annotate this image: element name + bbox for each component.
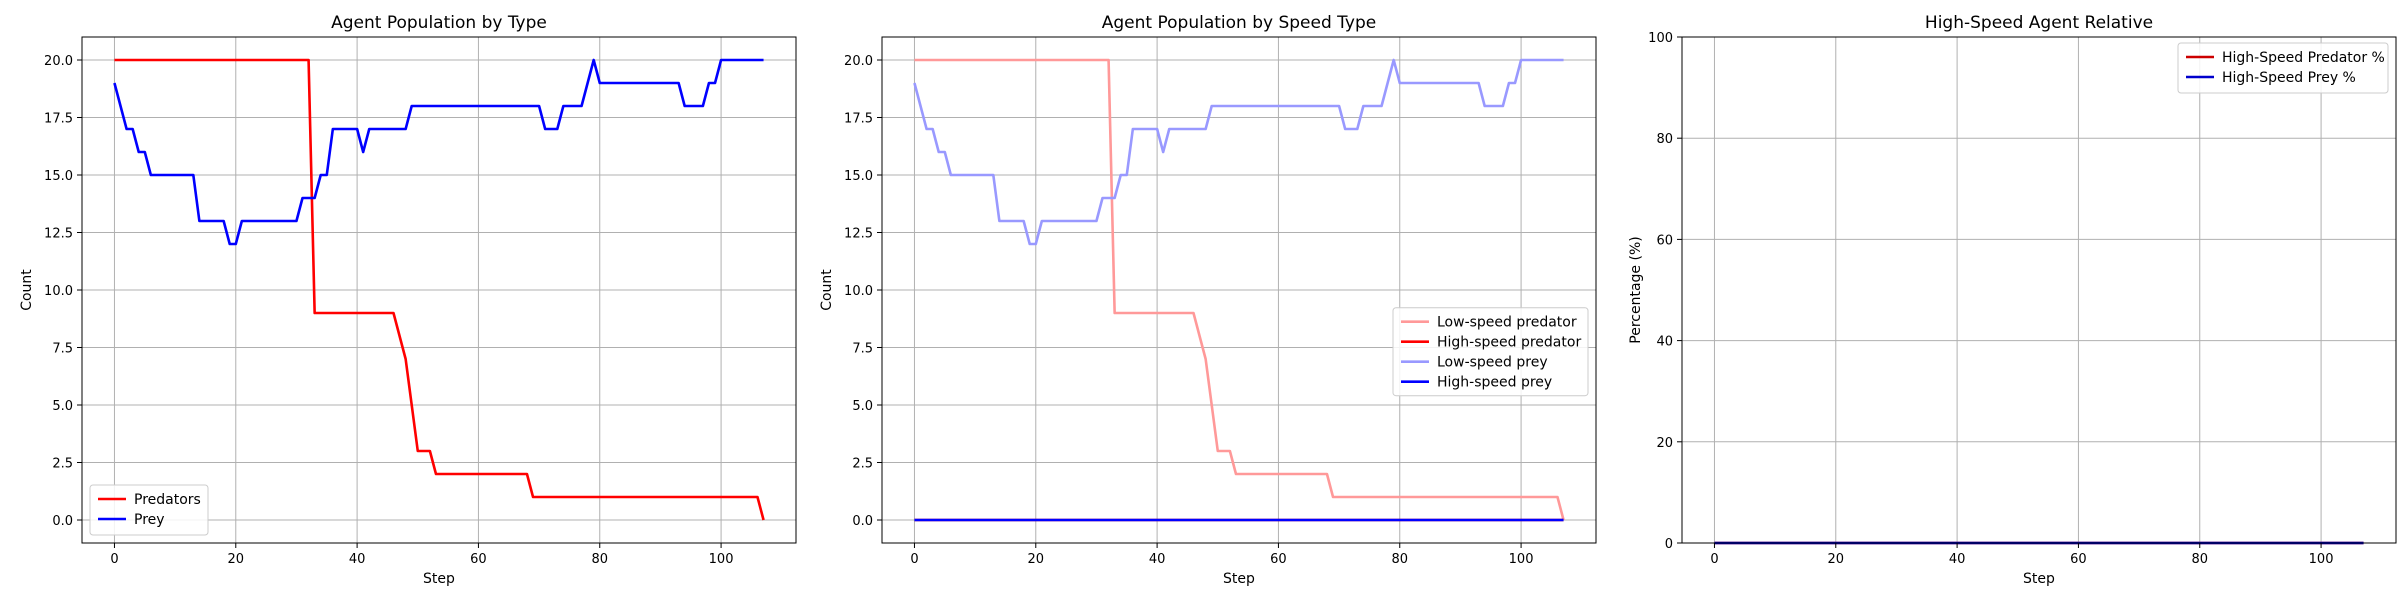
y-axis-label: Count [19,269,35,311]
y-axis: 0 20 40 60 80 100 [1648,31,1682,552]
x-tick-label: 40 [349,552,366,567]
x-tick-label: 100 [2309,552,2334,567]
x-tick-label: 80 [1391,552,1408,567]
x-tick-label: 80 [591,552,608,567]
y-axis-label: Percentage (%) [1628,236,1644,343]
x-tick-label: 60 [470,552,487,567]
x-axis: 0 20 40 60 80 100 [910,543,1533,567]
y-tick-label: 60 [1656,233,1673,248]
series-line-1 [914,58,1565,521]
grid-lines [82,37,796,543]
chart-title: High-Speed Agent Relative [1925,13,2153,33]
y-tick-label: 17.5 [844,112,873,127]
legend: Predators Prey [89,484,209,536]
y-tick-label: 80 [1656,132,1673,147]
legend-label-3: Low-speed prey [1437,355,1548,371]
legend-label-1: Predators [134,492,201,508]
y-tick-label: 10.0 [44,284,73,299]
y-tick-label: 12.5 [44,227,73,242]
chart-title: Agent Population by Type [331,13,547,33]
chart-title: Agent Population by Speed Type [1102,13,1376,33]
x-axis-label: Step [1223,571,1255,587]
y-tick-label: 0 [1665,537,1673,552]
x-axis-label: Step [423,571,455,587]
x-tick-label: 60 [1270,552,1287,567]
y-tick-label: 15.0 [44,169,73,184]
legend-frame [1392,307,1589,397]
series-line-3 [913,58,1564,246]
x-axis: 0 20 40 60 80 100 [110,543,733,567]
y-tick-label: 12.5 [844,227,873,242]
x-tick-label: 20 [228,552,245,567]
series-group [913,58,1565,522]
y-tick-label: 5.0 [52,399,73,414]
x-tick-label: 40 [1949,552,1966,567]
chart-panel-2: 0 20 40 60 80 100 0.0 2.5 5.0 7.5 10.0 12.5 15.0 17.5… [819,13,1597,587]
x-tick-label: 0 [110,552,118,567]
x-axis: 0 20 40 60 80 100 [1710,543,2333,567]
legend-label-2: High-speed predator [1437,335,1581,351]
x-tick-label: 100 [709,552,734,567]
series-line-1 [114,58,765,521]
x-tick-label: 60 [2070,552,2087,567]
legend-label-4: High-speed prey [1437,375,1552,391]
y-tick-label: 0.0 [852,514,873,529]
y-axis: 0.0 2.5 5.0 7.5 10.0 12.5 15.0 17.5 20.0 [44,54,82,529]
x-tick-label: 0 [910,552,918,567]
y-axis: 0.0 2.5 5.0 7.5 10.0 12.5 15.0 17.5 20.0 [844,54,882,529]
legend-label-2: High-Speed Prey % [2222,70,2356,86]
y-tick-label: 0.0 [52,514,73,529]
x-tick-label: 0 [1710,552,1718,567]
x-tick-label: 20 [1828,552,1845,567]
grid-lines [882,37,1596,543]
y-tick-label: 5.0 [852,399,873,414]
x-tick-label: 40 [1149,552,1166,567]
y-tick-label: 17.5 [44,112,73,127]
legend-frame [89,484,209,536]
y-axis-label: Count [819,269,835,311]
y-tick-label: 2.5 [52,457,73,472]
legend-frame [2177,42,2389,94]
legend: High-Speed Predator % High-Speed Prey % [2177,42,2389,94]
y-tick-label: 7.5 [52,342,73,357]
y-tick-label: 20.0 [844,54,873,69]
y-tick-label: 2.5 [852,457,873,472]
legend-label-1: High-Speed Predator % [2222,50,2385,66]
legend: Low-speed predator High-speed predator Low… [1392,307,1589,397]
y-tick-label: 15.0 [844,169,873,184]
x-axis-label: Step [2023,571,2055,587]
y-tick-label: 20 [1656,436,1673,451]
y-tick-label: 10.0 [844,284,873,299]
series-group [113,58,765,521]
y-tick-label: 100 [1648,31,1673,46]
y-tick-label: 7.5 [852,342,873,357]
plot-area-frame [1681,36,2397,544]
y-tick-label: 20.0 [44,54,73,69]
chart-panel-1: 0 20 40 60 80 100 0.0 2.5 5.0 7.5 10.0 12.5 15.0 17.5… [19,13,797,587]
x-tick-label: 100 [1509,552,1534,567]
legend-label-2: Prey [134,512,165,528]
legend-label-1: Low-speed predator [1437,315,1577,331]
x-tick-label: 80 [2191,552,2208,567]
series-line-2 [113,58,764,246]
grid-lines [1682,36,2396,544]
y-tick-label: 40 [1656,335,1673,350]
chart-panel-3: 0 20 40 60 80 100 0 20 40 60 80 100 High-Speed Agent… [1628,13,2397,587]
x-tick-label: 20 [1028,552,1045,567]
